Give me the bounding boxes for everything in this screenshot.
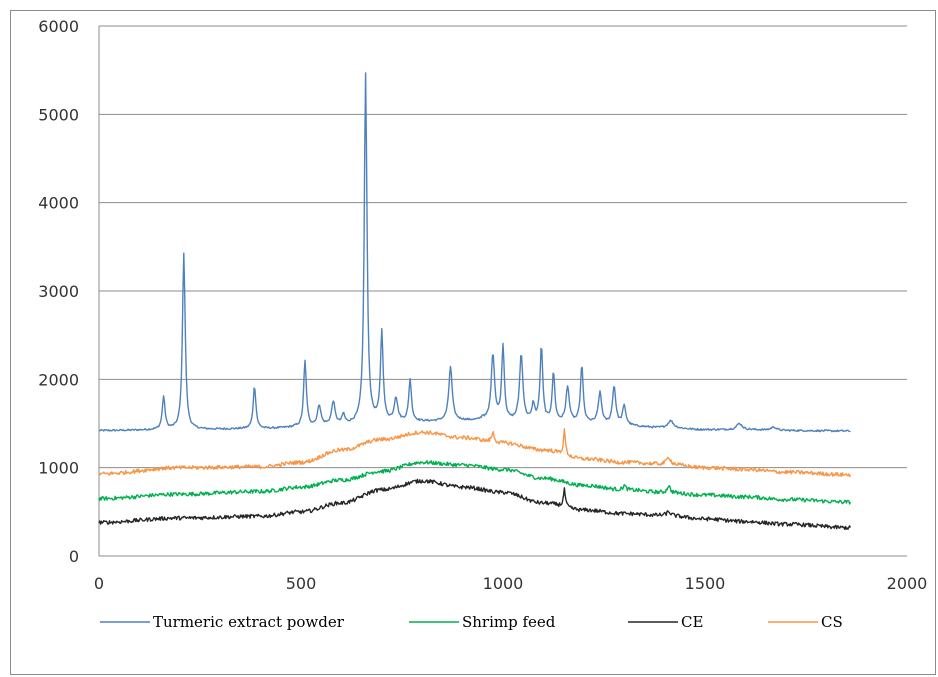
x-tick-label: 2000 [887,574,928,593]
x-tick-label: 1500 [685,574,726,593]
grid-lines [99,25,907,557]
series-line-shrimp-feed [98,460,852,505]
y-tick-label: 2000 [38,370,79,389]
series-line-cs [98,428,852,478]
y-tick-label: 5000 [38,105,79,124]
legend-label: Shrimp feed [462,613,556,631]
legend: Turmeric extract powder Shrimp feed CE CS [100,613,843,631]
x-tick-label: 0 [94,574,104,593]
x-tick-label: 1000 [483,574,524,593]
x-axis: 0 500 1000 1500 2000 [94,574,927,593]
series-line-turmeric-extract-powder [98,72,851,433]
y-axis: 0 1000 2000 3000 4000 5000 6000 [38,17,100,566]
legend-label: CS [821,613,843,631]
series-lines [98,72,852,531]
y-tick-label: 0 [69,547,79,566]
chart-frame [10,10,936,675]
series-line-ce [98,478,852,531]
legend-label: CE [681,613,703,631]
y-tick-label: 1000 [38,459,79,478]
x-tick-label: 500 [286,574,317,593]
legend-label: Turmeric extract powder [153,613,345,631]
y-tick-label: 6000 [38,17,79,36]
y-tick-label: 4000 [38,194,79,213]
y-tick-label: 3000 [38,282,79,301]
